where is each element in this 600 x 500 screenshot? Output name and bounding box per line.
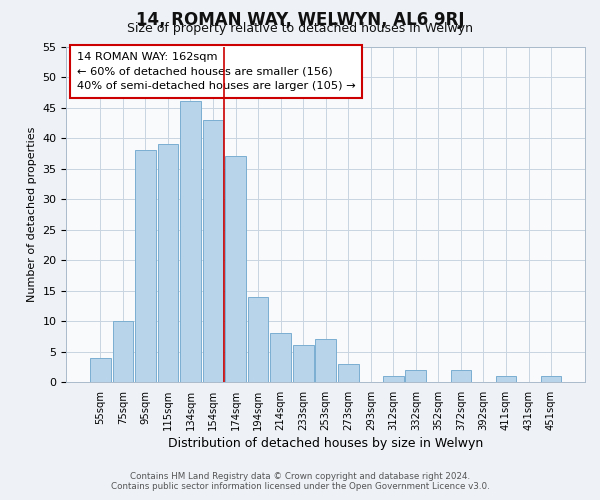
Bar xyxy=(541,376,562,382)
Bar xyxy=(90,358,111,382)
Text: 14 ROMAN WAY: 162sqm
← 60% of detached houses are smaller (156)
40% of semi-deta: 14 ROMAN WAY: 162sqm ← 60% of detached h… xyxy=(77,52,355,91)
Bar xyxy=(316,340,336,382)
Bar xyxy=(135,150,156,382)
Bar xyxy=(180,102,201,382)
X-axis label: Distribution of detached houses by size in Welwyn: Distribution of detached houses by size … xyxy=(168,437,484,450)
Bar xyxy=(203,120,223,382)
Bar xyxy=(248,296,268,382)
Text: 14, ROMAN WAY, WELWYN, AL6 9RJ: 14, ROMAN WAY, WELWYN, AL6 9RJ xyxy=(136,11,464,29)
Y-axis label: Number of detached properties: Number of detached properties xyxy=(27,126,37,302)
Bar xyxy=(406,370,426,382)
Text: Contains HM Land Registry data © Crown copyright and database right 2024.
Contai: Contains HM Land Registry data © Crown c… xyxy=(110,472,490,491)
Bar xyxy=(496,376,517,382)
Bar xyxy=(225,156,246,382)
Bar xyxy=(451,370,471,382)
Text: Size of property relative to detached houses in Welwyn: Size of property relative to detached ho… xyxy=(127,22,473,35)
Bar xyxy=(383,376,404,382)
Bar xyxy=(293,346,314,382)
Bar xyxy=(338,364,359,382)
Bar xyxy=(158,144,178,382)
Bar xyxy=(113,321,133,382)
Bar xyxy=(270,333,291,382)
